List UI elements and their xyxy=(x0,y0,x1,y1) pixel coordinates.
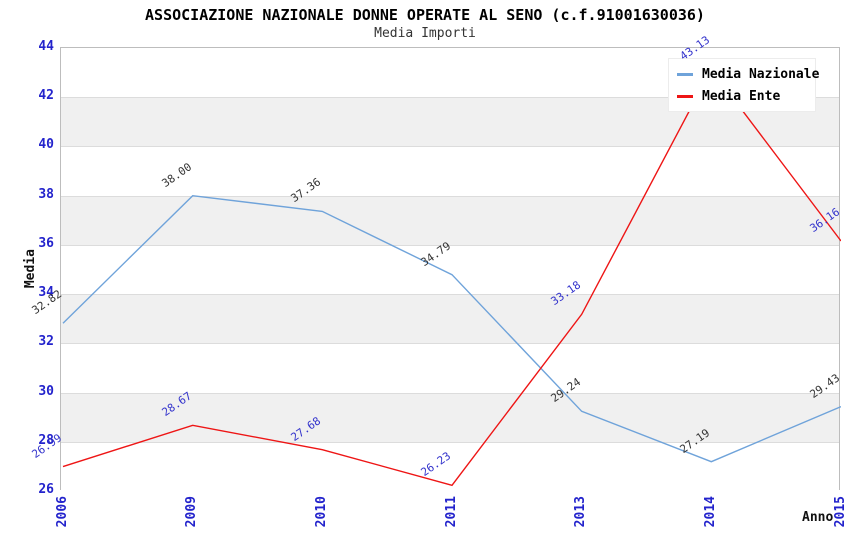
x-tick-label: 2011 xyxy=(443,496,459,528)
gridline xyxy=(61,441,839,443)
series-line-nazionale xyxy=(62,194,841,463)
gridline xyxy=(61,195,839,197)
x-tick-label: 2010 xyxy=(313,496,329,528)
gridline xyxy=(61,294,839,296)
y-tick-label: 42 xyxy=(38,88,54,104)
series-lines xyxy=(62,68,841,487)
chart-title: ASSOCIAZIONE NAZIONALE DONNE OPERATE AL … xyxy=(145,6,705,24)
legend-label: Media Nazionale xyxy=(702,66,820,82)
x-tick-label: 2009 xyxy=(184,496,200,528)
series-line-ente xyxy=(62,68,841,487)
gridline xyxy=(61,244,839,246)
y-tick-label: 34 xyxy=(38,285,54,301)
x-tick-label: 2006 xyxy=(54,496,70,528)
y-tick-label: 38 xyxy=(38,186,54,202)
plot-band xyxy=(61,392,839,442)
legend: Media Nazionale Media Ente xyxy=(668,58,819,112)
x-tick-label: 2013 xyxy=(573,496,589,528)
legend-swatch-icon xyxy=(677,94,693,98)
plot-band xyxy=(61,294,839,344)
plot-band xyxy=(61,195,839,245)
y-tick-label: 32 xyxy=(38,334,54,350)
gridline xyxy=(61,343,839,345)
y-tick-label: 30 xyxy=(38,383,54,399)
x-tick-label: 2014 xyxy=(702,496,718,528)
gridline xyxy=(61,392,839,394)
x-tick-label: 2015 xyxy=(832,496,848,528)
legend-label: Media Ente xyxy=(702,88,781,104)
y-tick-label: 36 xyxy=(38,235,54,251)
y-tick-label: 26 xyxy=(38,482,54,497)
gridline xyxy=(61,146,839,148)
legend-item-media-nazionale: Media Nazionale xyxy=(677,63,819,85)
x-axis-title: Anno xyxy=(802,510,834,525)
legend-swatch-icon xyxy=(677,72,693,76)
plot-band xyxy=(61,146,839,196)
legend-item-media-ente: Media Ente xyxy=(677,85,807,107)
y-tick-label: 44 xyxy=(38,39,54,54)
chart-subtitle: Media Importi xyxy=(374,26,476,41)
plot-band xyxy=(61,343,839,393)
y-tick-label: 40 xyxy=(38,137,54,153)
plot-band xyxy=(61,244,839,295)
y-tick-label: 28 xyxy=(38,432,54,448)
gridline xyxy=(61,97,839,99)
y-axis-title: Media xyxy=(23,249,38,289)
plot-band xyxy=(61,441,839,491)
plot-area xyxy=(60,47,841,491)
